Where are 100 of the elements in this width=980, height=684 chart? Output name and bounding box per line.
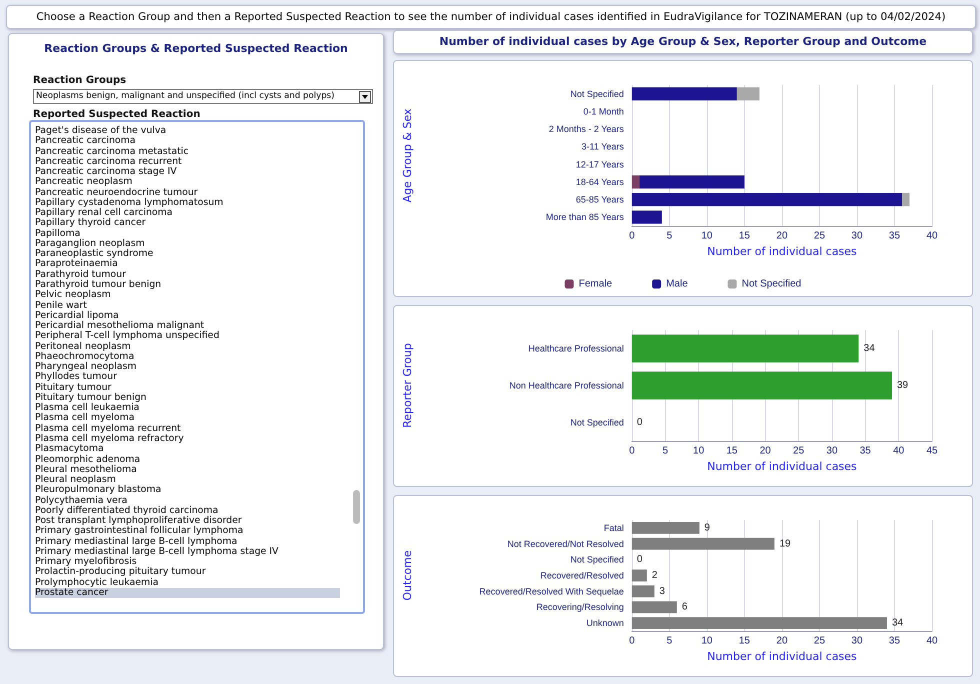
text: Pancreatic carcinoma stage IV — [35, 166, 178, 178]
y-tick-label: Not Specified — [570, 554, 624, 565]
text: Peritoneal neoplasm — [35, 340, 131, 352]
text: Pelvic neoplasm — [35, 289, 112, 300]
x-tick-label: 0 — [629, 446, 636, 456]
text: Plasma cell myeloma — [35, 412, 136, 424]
x-axis-title: Number of individual cases — [707, 650, 858, 663]
text: Choose a Reaction Group and then a Reported Suspected Reaction to see the number of individual cases identified in EudraVigilance for TOZINAMERAN (up to 04/02/2024) — [6, 5, 976, 29]
x-tick-label: 40 — [926, 230, 938, 242]
x-tick-label: 35 — [860, 446, 872, 456]
text: Plasma cell myeloma recurrent — [35, 422, 181, 434]
data-label: 9 — [704, 522, 710, 534]
y-tick-label: 0-1 Month — [583, 106, 624, 116]
x-tick-label: 30 — [851, 230, 863, 242]
text: Parathyroid tumour — [35, 268, 127, 280]
x-tick-label: 5 — [666, 230, 673, 242]
data-label: 34 — [892, 618, 904, 629]
y-tick-label: More than 85 Years — [546, 212, 624, 222]
y-tick-label: Recovered/Resolved — [540, 570, 624, 580]
data-label: 2 — [652, 570, 658, 581]
text: Polycythaemia vera — [35, 494, 128, 506]
x-tick-label: 35 — [888, 230, 900, 242]
text: Pericardial mesothelioma malignant — [35, 320, 204, 332]
y-tick-label: Non Healthcare Professional — [509, 380, 624, 390]
data-label: 39 — [896, 380, 909, 391]
y-tick-label: Fatal — [604, 522, 624, 533]
text: Pleural neoplasm — [35, 474, 117, 486]
bar — [632, 570, 647, 582]
x-tick-label: 15 — [726, 446, 738, 456]
y-tick-label: 18-64 Years — [576, 176, 624, 187]
x-tick-label: 10 — [701, 230, 713, 242]
bar — [632, 538, 774, 550]
text: Pancreatic carcinoma metastatic — [35, 146, 190, 157]
text: Reported Suspected Reaction — [33, 109, 200, 120]
x-tick-label: 20 — [776, 636, 788, 646]
y-tick-label: Recovering/Resolving — [536, 602, 624, 612]
text: Paraproteinaemia — [35, 258, 119, 270]
data-label: 34 — [864, 343, 876, 354]
y-tick-label: 2 Months - 2 Years — [548, 124, 624, 134]
text: Pleural mesothelioma — [35, 464, 138, 475]
x-tick-label: 20 — [776, 230, 788, 242]
bar — [639, 175, 744, 189]
text: Primary mediastinal large B-cell lymphoma stage IV — [35, 546, 280, 557]
bar — [632, 210, 662, 224]
text: Paraganglion neoplasm — [35, 238, 145, 249]
text: Plasma cell leukaemia — [35, 402, 140, 414]
y-tick-label: Not Specified — [570, 88, 624, 99]
text: Prolymphocytic leukaemia — [35, 576, 160, 588]
x-tick-label: 15 — [738, 636, 750, 646]
x-tick-label: 10 — [701, 636, 713, 646]
text: Pleuropulmonary blastoma — [35, 484, 162, 496]
x-tick-label: 20 — [760, 446, 772, 456]
x-tick-label: 25 — [814, 230, 826, 242]
bar — [632, 585, 654, 598]
bar — [632, 617, 887, 630]
text: Pituitary tumour — [35, 382, 112, 393]
text: Prolactin-producing pituitary tumour — [35, 566, 207, 578]
bar — [632, 192, 902, 206]
text: Papillary thyroid cancer — [35, 217, 147, 228]
text: Phaeochromocytoma — [35, 350, 134, 362]
legend-label: Male — [666, 278, 688, 290]
x-tick-label: 45 — [926, 446, 938, 456]
text: Number of individual cases by Age Group & Sex, Reporter Group and Outcome — [393, 30, 973, 54]
text: Pharyngeal neoplasm — [35, 361, 138, 372]
text: Primary mediastinal large B-cell lymphoma — [35, 536, 238, 547]
y-tick-label: Not Specified — [570, 418, 624, 428]
x-tick-label: 5 — [662, 446, 668, 456]
x-tick-label: 25 — [793, 446, 805, 456]
y-tick-label: Unknown — [586, 618, 624, 628]
text: Peripheral T-cell lymphoma unspecified — [35, 330, 220, 342]
text: Pancreatic neuroendocrine tumour — [35, 186, 198, 198]
text: Primary gastrointestinal follicular lymphoma — [35, 525, 244, 536]
text: Papillary cystadenoma lymphomatosum — [35, 196, 224, 208]
x-tick-label: 40 — [926, 636, 938, 646]
text: Poorly differentiated thyroid carcinoma — [35, 504, 218, 516]
x-tick-label: 30 — [851, 636, 863, 646]
text: Papillary renal cell carcinoma — [35, 207, 174, 218]
text: Penile wart — [35, 300, 88, 311]
text: Pituitary tumour benign — [35, 392, 148, 403]
x-axis-title: Number of individual cases — [707, 460, 858, 473]
x-tick-label: 25 — [814, 636, 826, 646]
bar — [902, 192, 910, 206]
text: Phyllodes tumour — [35, 371, 118, 382]
y-tick-label: Healthcare Professional — [528, 344, 624, 354]
text: Paget's disease of the vulva — [35, 125, 168, 136]
text: Plasmacytoma — [35, 443, 105, 454]
legend-label: Female — [578, 278, 613, 290]
text: Papilloma — [35, 228, 80, 239]
bar — [632, 601, 677, 614]
bar — [632, 87, 737, 100]
x-tick-label: 0 — [629, 230, 636, 242]
text: Reaction Groups — [33, 75, 126, 86]
text: Pericardial lipoma — [35, 310, 119, 321]
data-label: 3 — [659, 586, 666, 597]
bar — [632, 522, 700, 534]
bar — [632, 175, 640, 189]
x-tick-label: 35 — [888, 636, 900, 646]
legend-label: Not Specified — [742, 278, 802, 290]
data-label: 0 — [636, 554, 643, 566]
x-axis-title: Number of individual cases — [707, 244, 858, 258]
